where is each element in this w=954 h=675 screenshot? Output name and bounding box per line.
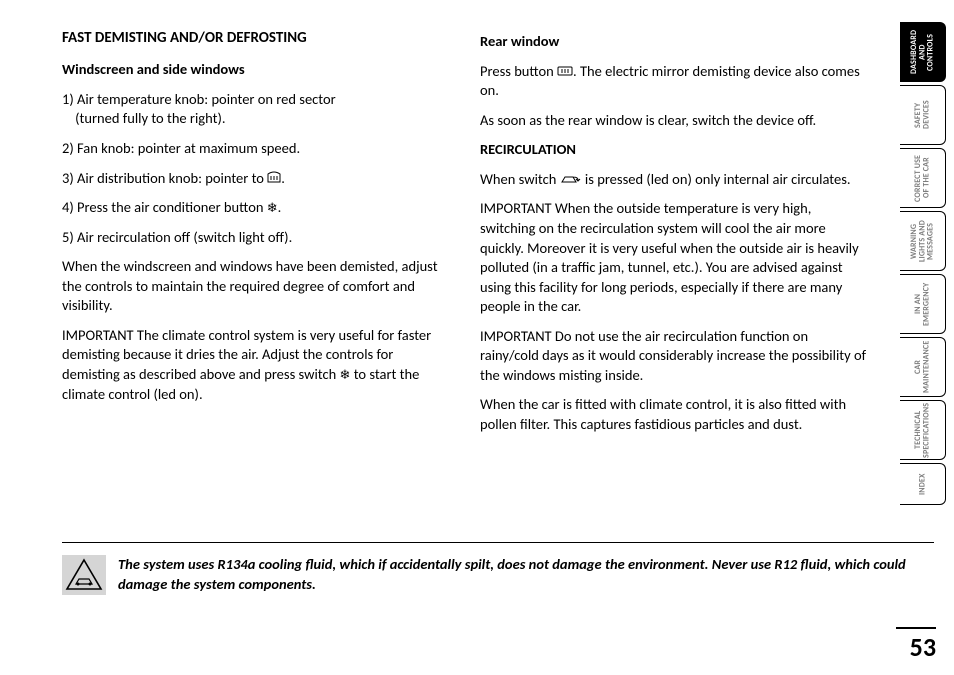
step-1: 1) Air temperature knob: pointer on red … xyxy=(62,90,452,129)
tab-correct-use[interactable]: CORRECT USE OF THE CAR xyxy=(900,148,946,208)
para-rear-press: Press button . The electric mirror demis… xyxy=(480,62,870,101)
subheading-recirc: RECIRCULATION xyxy=(480,140,870,160)
side-tabs: DASHBOARD AND CONTROLS SAFETY DEVICES CO… xyxy=(900,22,946,505)
step-2: 2) Fan knob: pointer at maximum speed. xyxy=(62,139,452,159)
tab-dashboard[interactable]: DASHBOARD AND CONTROLS xyxy=(900,22,946,82)
para-rear-off: As soon as the rear window is clear, swi… xyxy=(480,111,870,131)
defrost-icon xyxy=(267,171,281,186)
tab-maintenance[interactable]: CAR MAINTENANCE xyxy=(900,337,946,397)
tab-emergency[interactable]: IN AN EMERGENCY xyxy=(900,274,946,334)
heading-main: FAST DEMISTING AND/OR DEFROSTING xyxy=(62,28,452,48)
tab-technical[interactable]: TECHNICAL SPECIFICATIONS xyxy=(900,400,946,460)
step-5: 5) Air recirculation off (switch light o… xyxy=(62,228,452,248)
tab-warning-lights[interactable]: WARNING LIGHTS AND MESSAGES xyxy=(900,211,946,271)
tab-safety[interactable]: SAFETY DEVICES xyxy=(900,85,946,145)
para-important-recirc: IMPORTANT When the outside temperature i… xyxy=(480,199,870,316)
subheading-rear: Rear window xyxy=(480,32,870,52)
subheading-windscreen: Windscreen and side windows xyxy=(62,60,452,80)
para-pollen: When the car is fitted with climate cont… xyxy=(480,395,870,434)
warning-text: The system uses R134a cooling fluid, whi… xyxy=(118,555,934,594)
column-left: FAST DEMISTING AND/OR DEFROSTING Windscr… xyxy=(62,28,452,628)
para-important-climate: IMPORTANT The climate control system is … xyxy=(62,326,452,404)
snowflake-icon: ❄ xyxy=(267,200,278,215)
snowflake-icon: ❄ xyxy=(340,367,351,382)
rear-defrost-icon xyxy=(557,64,573,79)
warning-car-icon xyxy=(62,555,106,595)
para-important-rainy: IMPORTANT Do not use the air recirculati… xyxy=(480,327,870,386)
page-content: FAST DEMISTING AND/OR DEFROSTING Windscr… xyxy=(62,28,870,628)
para-recirc-switch: When switch is pressed (led on) only int… xyxy=(480,170,870,190)
step-3: 3) Air distribution knob: pointer to . xyxy=(62,169,452,189)
step-4: 4) Press the air conditioner button ❄. xyxy=(62,198,452,218)
warning-box: The system uses R134a cooling fluid, whi… xyxy=(62,542,934,595)
page-number: 53 xyxy=(896,627,936,663)
tab-index[interactable]: INDEX xyxy=(900,463,946,505)
recirculation-icon xyxy=(560,172,582,187)
column-right: Rear window Press button . The electric … xyxy=(480,28,870,628)
para-demisted: When the windscreen and windows have bee… xyxy=(62,257,452,316)
